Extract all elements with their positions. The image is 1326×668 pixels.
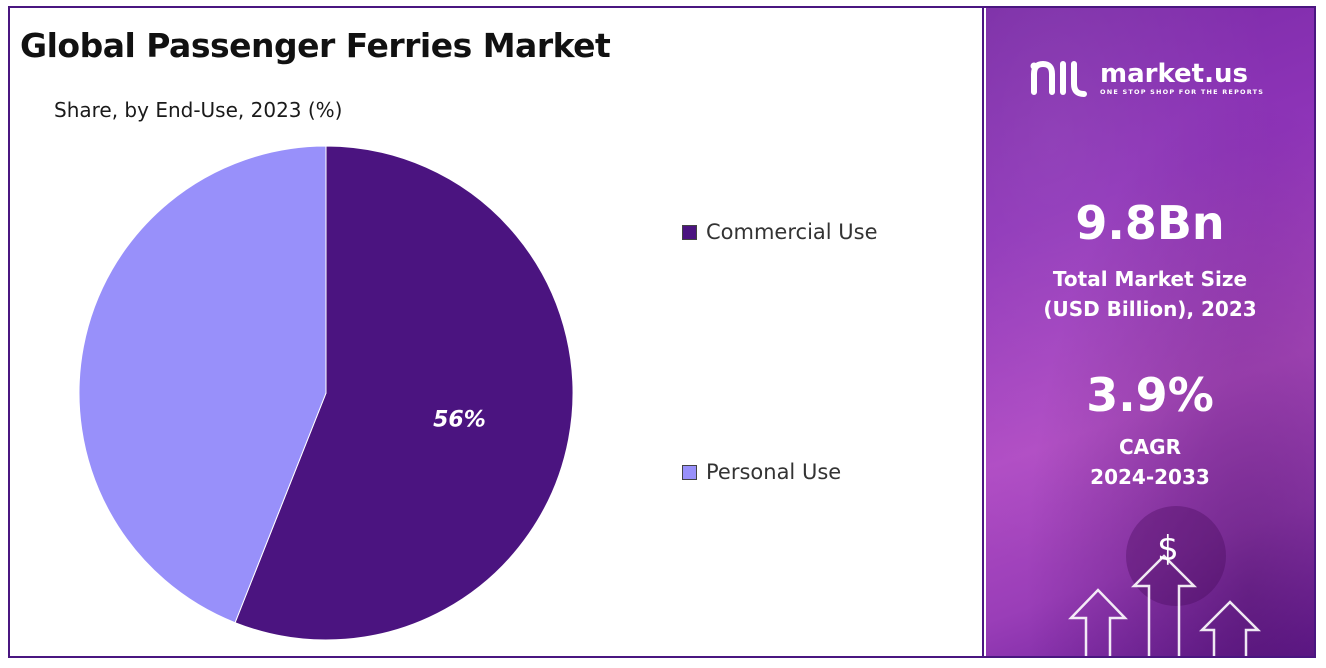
- cagr-label: CAGR: [1119, 435, 1181, 459]
- market-us-logo-icon: [1030, 60, 1087, 97]
- arrow-up-icon-center: [1130, 554, 1198, 656]
- pie-slice-commercial-use: [234, 145, 574, 641]
- cagr-value: 3.9%: [1086, 368, 1214, 422]
- legend-item-commercial-use: Commercial Use: [682, 220, 878, 244]
- growth-decoration: $: [1068, 506, 1262, 656]
- dollar-icon: $: [1157, 529, 1179, 569]
- chart-title: Global Passenger Ferries Market: [20, 26, 611, 65]
- arrow-up-icon-left: [1068, 588, 1128, 656]
- pie-chart: 56%: [78, 145, 574, 641]
- panel-divider: [982, 8, 984, 656]
- stats-sidebar: $ market.us ONE STOP SHOP FOR THE REPORT…: [986, 8, 1314, 656]
- market-size-label-line1: Total Market Size: [1052, 267, 1248, 291]
- logo-tagline: ONE STOP SHOP FOR THE REPORTS: [1100, 88, 1265, 96]
- legend-label-personal-use: Personal Use: [706, 460, 842, 484]
- market-size-value: 9.8Bn: [1075, 196, 1225, 250]
- logo-name: market.us: [1100, 59, 1248, 89]
- coin-circle: [1126, 506, 1226, 606]
- chart-subtitle: Share, by End-Use, 2023 (%): [54, 98, 343, 122]
- legend-swatch-commercial-use: [682, 224, 697, 240]
- market-size-label-line2: (USD Billion), 2023: [1043, 297, 1257, 321]
- pie-slice-personal-use: [78, 145, 327, 624]
- cagr-period: 2024-2033: [1090, 465, 1210, 489]
- chart-panel: Global Passenger Ferries Market Share, b…: [10, 8, 982, 656]
- arrow-icons: [1068, 554, 1262, 656]
- legend-item-personal-use: Personal Use: [682, 460, 841, 484]
- background-overlay: [986, 8, 1314, 656]
- legend-label-commercial-use: Commercial Use: [706, 220, 878, 244]
- legend-swatch-personal-use: [682, 464, 697, 480]
- arrow-up-icon-right: [1198, 600, 1262, 656]
- chart-legend: Commercial Use Personal Use: [682, 8, 972, 608]
- data-label-commercial-use: 56%: [433, 407, 486, 432]
- market-us-logo: market.us ONE STOP SHOP FOR THE REPORTS: [1028, 56, 1264, 100]
